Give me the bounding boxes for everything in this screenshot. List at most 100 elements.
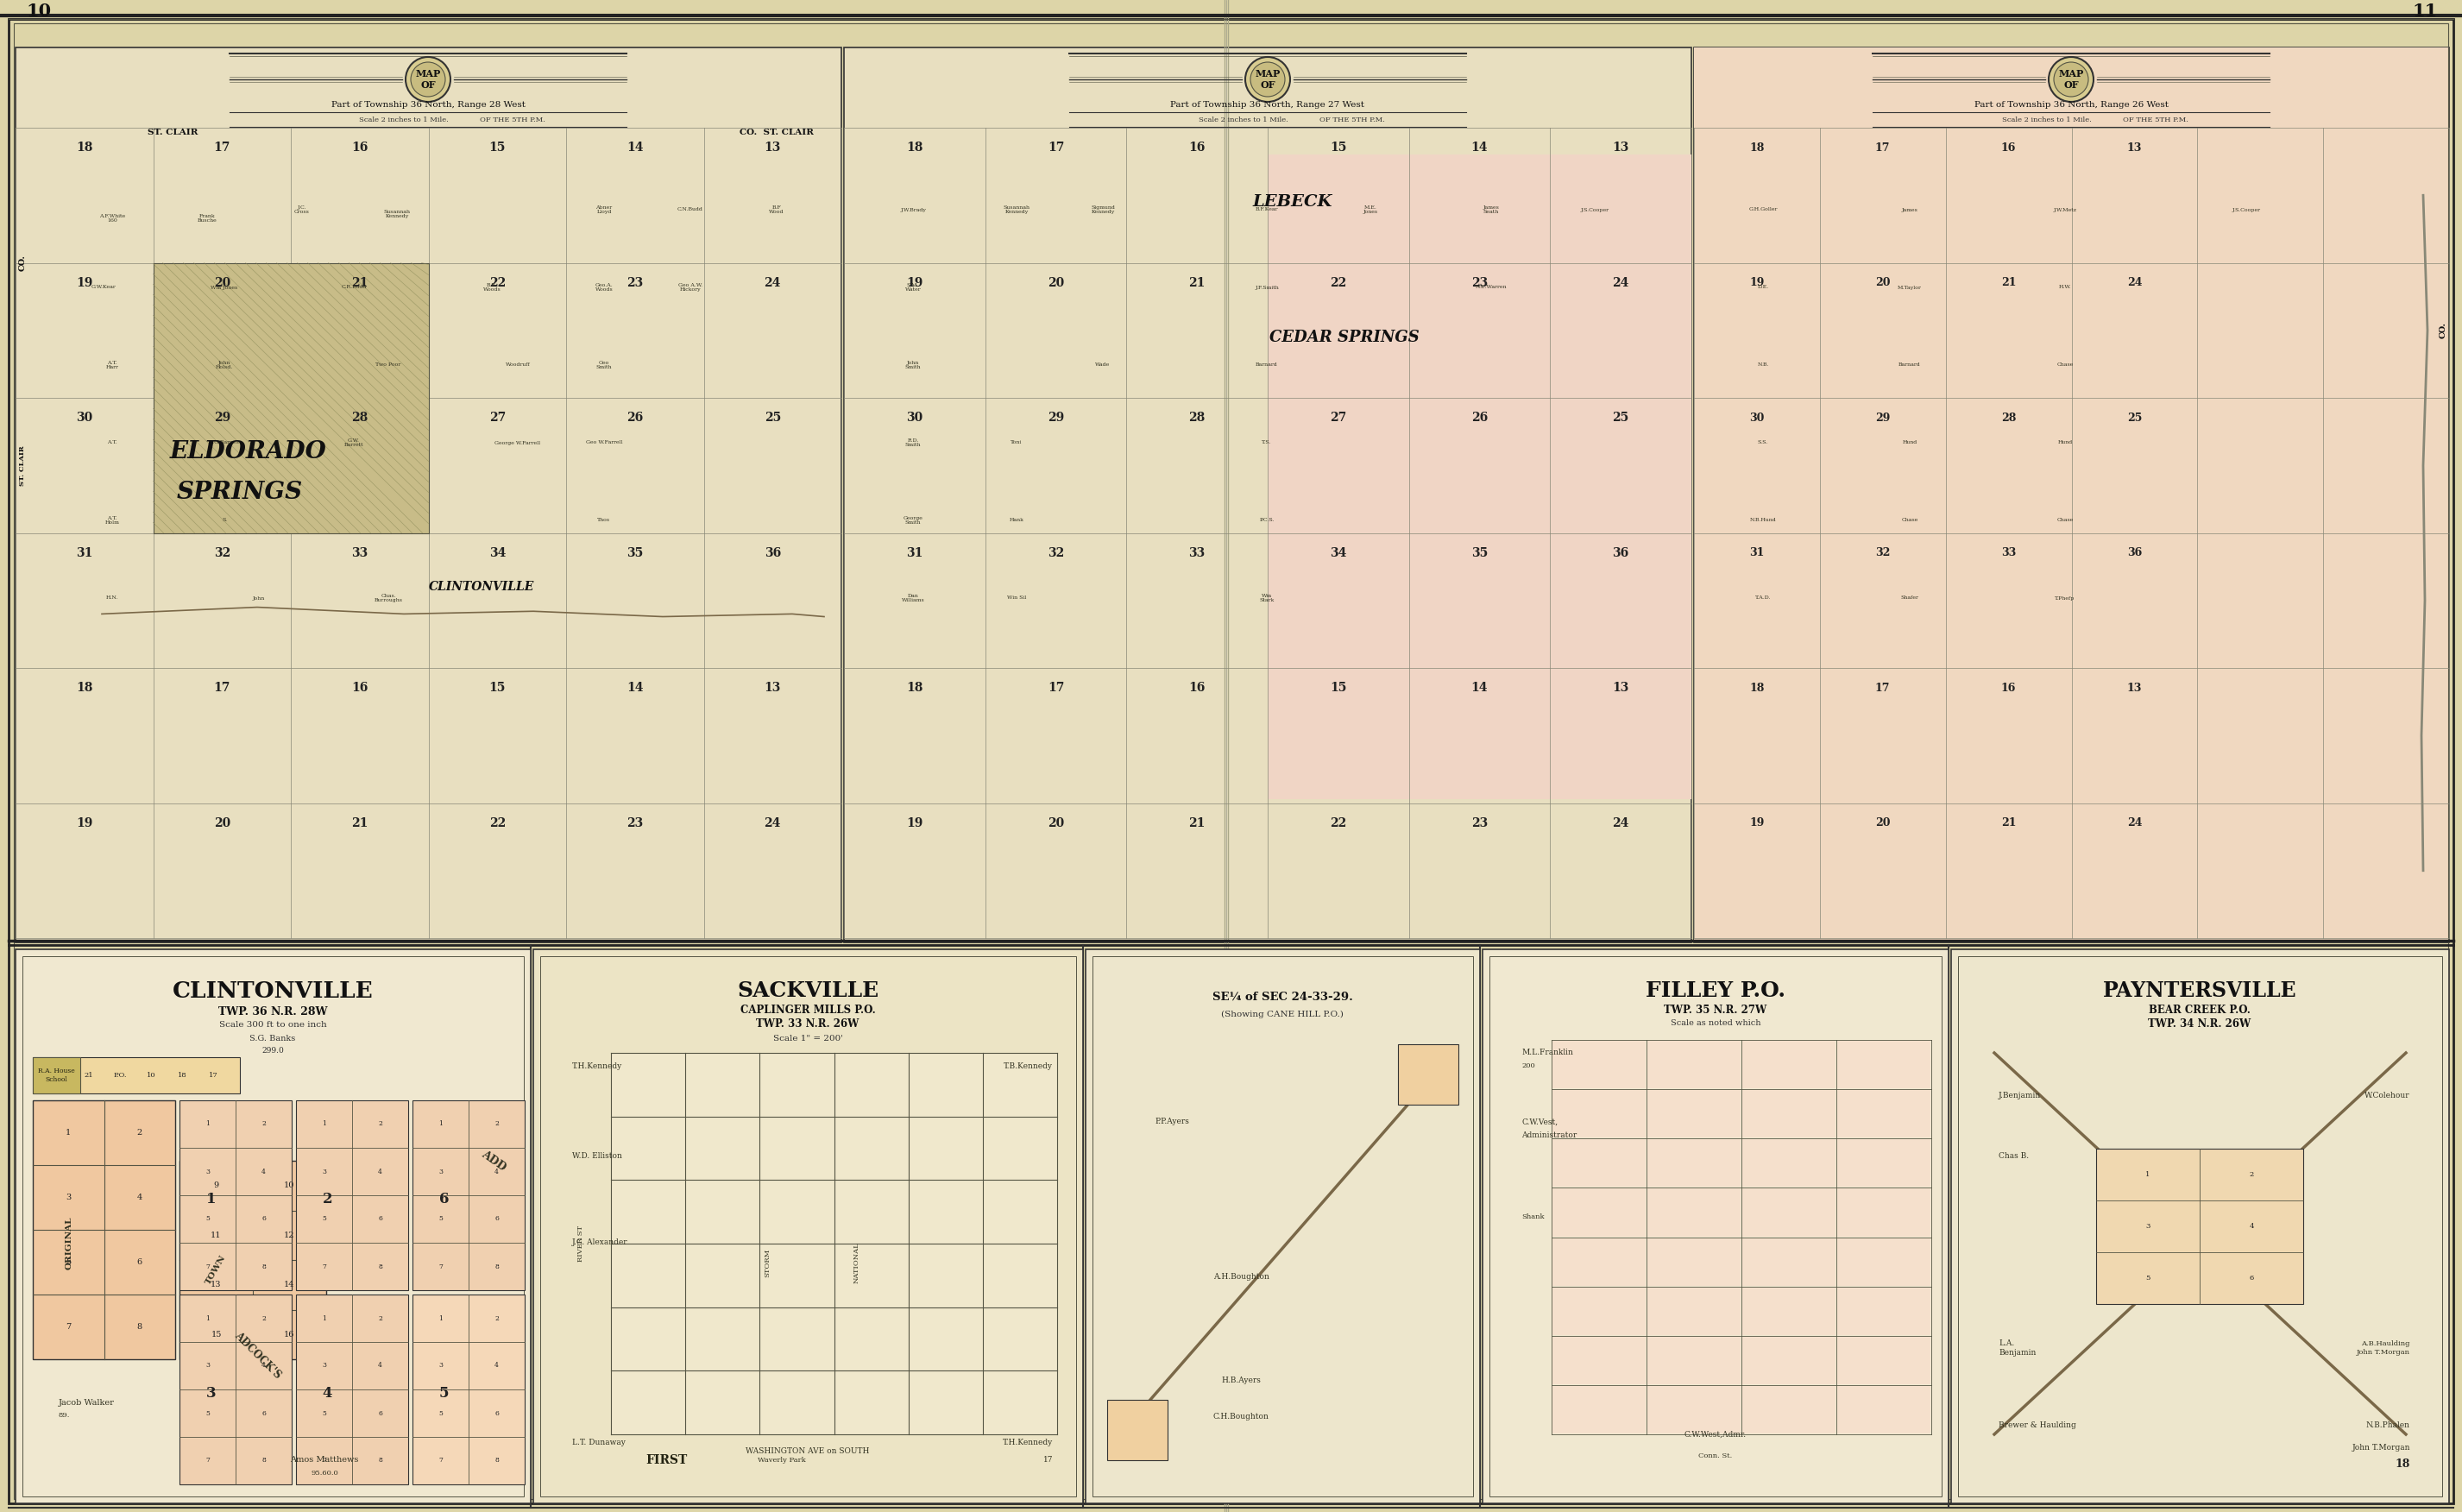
Circle shape [1246, 57, 1290, 101]
Bar [835, 1117, 908, 1179]
Text: 35: 35 [1472, 547, 1487, 559]
Bar [1554, 1090, 1645, 1137]
Text: R.A. House
School: R.A. House School [37, 1067, 74, 1083]
Text: STORM: STORM [763, 1249, 771, 1278]
Text: Shank: Shank [1522, 1214, 1544, 1220]
Text: C.W.Vest,: C.W.Vest, [1522, 1117, 1558, 1126]
Text: 95.60.0: 95.60.0 [310, 1470, 337, 1477]
Bar [1743, 1287, 1837, 1335]
Text: 27: 27 [1329, 413, 1347, 425]
Text: Susannah
Kennedy: Susannah Kennedy [384, 209, 411, 219]
Text: 1: 1 [204, 1315, 209, 1321]
Text: J.C. Alexander: J.C. Alexander [571, 1238, 628, 1246]
Bar [687, 1181, 761, 1243]
Text: Abner
Lloyd: Abner Lloyd [596, 206, 613, 215]
Text: 28: 28 [352, 413, 367, 425]
Text: 34: 34 [1329, 547, 1347, 559]
Text: 9: 9 [214, 1182, 219, 1190]
Text: R.D.
Smith: R.D. Smith [906, 438, 921, 448]
Text: Geo A.W.
Hickory: Geo A.W. Hickory [677, 283, 702, 292]
Bar [1743, 1140, 1837, 1187]
Text: 23: 23 [1472, 277, 1487, 289]
Text: 2: 2 [379, 1315, 382, 1321]
Text: 17: 17 [1046, 682, 1064, 694]
Text: 15: 15 [1329, 682, 1347, 694]
Bar [1554, 1337, 1645, 1383]
Text: 6: 6 [379, 1409, 382, 1417]
Text: 3: 3 [207, 1387, 217, 1400]
Text: 299.0: 299.0 [261, 1048, 283, 1055]
Text: Susannah
Kennedy: Susannah Kennedy [1002, 206, 1029, 215]
Text: 5: 5 [66, 1258, 71, 1266]
Text: 4: 4 [495, 1169, 500, 1175]
Text: 6: 6 [261, 1409, 266, 1417]
Text: 1: 1 [207, 1191, 217, 1207]
Text: Brewer & Haulding: Brewer & Haulding [1999, 1421, 2075, 1429]
Text: 5: 5 [204, 1409, 209, 1417]
Text: 5: 5 [438, 1387, 448, 1400]
Text: 16: 16 [2002, 682, 2016, 694]
Text: 21: 21 [352, 277, 367, 289]
Text: Scale 1" = 200': Scale 1" = 200' [773, 1034, 842, 1042]
Text: 32: 32 [1876, 547, 1891, 559]
Text: L.A.
Benjamin: L.A. Benjamin [1999, 1340, 2036, 1356]
Bar [32, 1101, 175, 1359]
Text: Toni: Toni [1012, 440, 1022, 445]
Text: 17: 17 [209, 1072, 217, 1078]
Text: 2: 2 [495, 1120, 500, 1128]
Text: A.T.: A.T. [108, 440, 118, 445]
Bar [1837, 1188, 1930, 1237]
Text: 1: 1 [66, 1129, 71, 1137]
Bar [985, 1244, 1056, 1308]
Text: J.C.
Cross: J.C. Cross [295, 206, 310, 215]
Bar [687, 1371, 761, 1435]
Text: P.C.S.: P.C.S. [1258, 519, 1275, 523]
Bar [1837, 1387, 1930, 1433]
Text: 36: 36 [2127, 547, 2142, 559]
Text: H.W.: H.W. [2058, 286, 2071, 289]
Text: 22: 22 [1329, 818, 1347, 830]
Text: 10: 10 [145, 1072, 155, 1078]
Text: Scale 2 inches to 1 Mile.: Scale 2 inches to 1 Mile. [1199, 116, 1288, 124]
Text: Barnard: Barnard [1256, 363, 1278, 367]
Text: NATIONAL: NATIONAL [852, 1241, 859, 1284]
Bar [613, 1244, 684, 1308]
Text: Two Poor: Two Poor [377, 363, 401, 367]
Text: 15: 15 [1329, 142, 1347, 154]
Bar [613, 1054, 684, 1116]
Bar [2095, 1149, 2304, 1303]
Bar [1647, 1140, 1741, 1187]
Text: 20: 20 [1876, 277, 1891, 289]
Text: 29: 29 [214, 413, 231, 425]
Text: 30: 30 [1750, 413, 1765, 423]
Text: 7: 7 [204, 1458, 209, 1464]
Text: Scale as noted which: Scale as noted which [1669, 1019, 1760, 1028]
Text: OF THE 5TH P.M.: OF THE 5TH P.M. [1320, 116, 1386, 124]
Text: TWP. 35 N.R. 27W: TWP. 35 N.R. 27W [1664, 1004, 1768, 1016]
Text: P.O.: P.O. [113, 1072, 126, 1078]
Bar [0, 0, 2462, 24]
Text: OF THE 5TH P.M.: OF THE 5TH P.M. [480, 116, 544, 124]
Text: John T.Morgan: John T.Morgan [2351, 1444, 2410, 1452]
Text: 35: 35 [628, 547, 643, 559]
Bar [844, 47, 1691, 942]
Bar [761, 1181, 835, 1243]
Text: B.F.Kear: B.F.Kear [1256, 207, 1278, 212]
Bar [534, 950, 1083, 1503]
Text: 11: 11 [212, 1231, 222, 1238]
Text: M.Taylor: M.Taylor [1898, 286, 1923, 289]
Text: 24: 24 [763, 818, 780, 830]
Circle shape [411, 62, 446, 97]
Text: Conn. St.: Conn. St. [1699, 1453, 1733, 1459]
Text: 21: 21 [1189, 277, 1206, 289]
Text: George W.Farrell: George W.Farrell [495, 440, 542, 445]
Bar [613, 1117, 684, 1179]
Text: George
Smith: George Smith [904, 516, 923, 525]
Bar [908, 1308, 982, 1371]
Text: 15: 15 [490, 142, 505, 154]
Text: 19: 19 [1750, 818, 1765, 829]
Text: 21: 21 [2002, 818, 2016, 829]
Text: 16: 16 [352, 142, 367, 154]
Text: John: John [254, 596, 266, 600]
Text: 20: 20 [214, 818, 231, 830]
